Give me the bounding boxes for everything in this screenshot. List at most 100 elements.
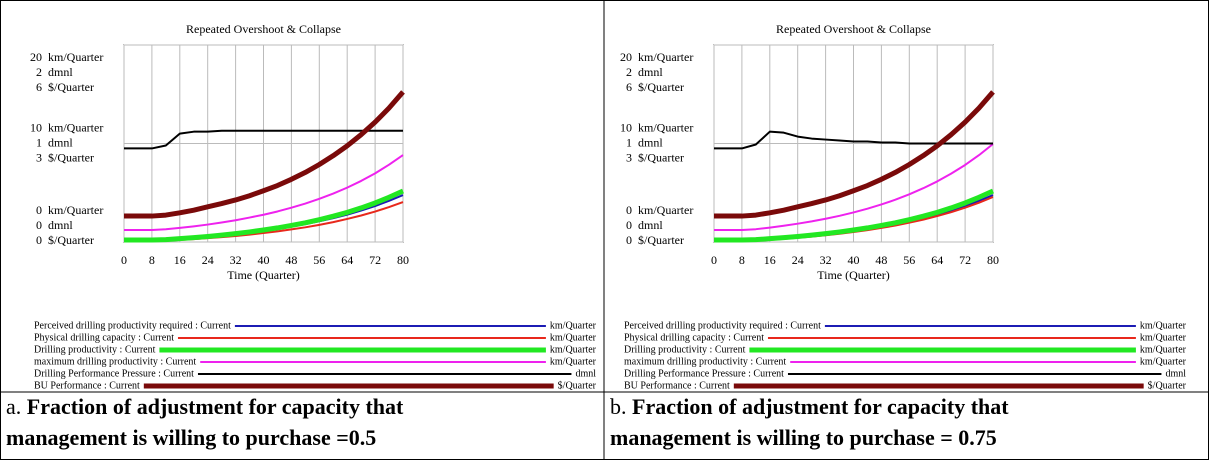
x-tick-label: 72: [959, 253, 971, 267]
y-tick-unit: dmnl: [638, 65, 663, 79]
y-tick-unit: km/Quarter: [638, 203, 693, 217]
y-tick-label: 1: [626, 135, 632, 149]
y-tick-label: 0: [626, 203, 632, 217]
legend-label: maximum drilling productivity : Current: [34, 356, 196, 367]
series-line: [124, 188, 405, 243]
legend-label: Drilling productivity : Current: [34, 344, 156, 355]
legend-unit: km/Quarter: [1140, 344, 1187, 355]
y-tick-unit: dmnl: [48, 135, 73, 149]
caption: a. Fraction of adjustment for capacity t…: [6, 394, 404, 419]
y-tick-unit: dmnl: [638, 218, 663, 232]
x-tick-label: 24: [792, 253, 804, 267]
y-tick-unit: km/Quarter: [48, 203, 103, 217]
y-tick-label: 0: [36, 233, 42, 247]
x-tick-label: 16: [174, 253, 186, 267]
caption-text: Fraction of adjustment for capacity that: [632, 394, 1009, 419]
legend-label: Perceived drilling productivity required…: [624, 320, 821, 331]
series-line: [124, 129, 403, 150]
y-tick-unit: km/Quarter: [638, 50, 693, 64]
legend-label: maximum drilling productivity : Current: [624, 356, 786, 367]
legend-unit: km/Quarter: [550, 320, 597, 331]
x-tick-label: 80: [987, 253, 999, 267]
x-tick-label: 40: [848, 253, 860, 267]
x-tick-label: 24: [202, 253, 214, 267]
x-tick-label: 32: [230, 253, 242, 267]
series-line: [124, 154, 404, 231]
y-tick-label: 2: [626, 65, 632, 79]
caption-label: a.: [6, 394, 21, 419]
y-tick-label: 1: [36, 135, 42, 149]
legend-unit: km/Quarter: [550, 332, 597, 343]
x-tick-label: 32: [820, 253, 832, 267]
y-tick-unit: $/Quarter: [638, 150, 684, 164]
legend-unit: dmnl: [575, 368, 596, 379]
x-tick-label: 80: [397, 253, 409, 267]
legend-label: BU Performance : Current: [34, 380, 140, 391]
caption-text: management is willing to purchase = 0.75: [610, 425, 997, 450]
series-line: [124, 90, 405, 219]
x-tick-label: 8: [739, 253, 745, 267]
y-tick-label: 0: [626, 218, 632, 232]
series-line: [714, 130, 993, 150]
caption-label: b.: [610, 394, 627, 419]
caption-text: Fraction of adjustment for capacity that: [27, 394, 404, 419]
x-axis-label: Time (Quarter): [817, 268, 890, 282]
x-tick-label: 72: [369, 253, 381, 267]
legend-label: Physical drilling capacity : Current: [624, 332, 764, 343]
legend-unit: km/Quarter: [1140, 320, 1187, 331]
x-tick-label: 56: [313, 253, 325, 267]
legend-unit: km/Quarter: [550, 356, 597, 367]
legend-label: Drilling productivity : Current: [624, 344, 746, 355]
x-tick-label: 16: [764, 253, 776, 267]
y-tick-unit: km/Quarter: [48, 120, 103, 134]
y-tick-unit: $/Quarter: [638, 80, 684, 94]
legend-label: Drilling Performance Pressure : Current: [624, 368, 784, 379]
y-tick-label: 3: [36, 150, 42, 164]
caption-text: management is willing to purchase =0.5: [6, 425, 376, 450]
x-tick-label: 48: [875, 253, 887, 267]
x-tick-label: 64: [931, 253, 943, 267]
y-tick-label: 10: [620, 120, 632, 134]
x-tick-label: 64: [341, 253, 353, 267]
caption: b. Fraction of adjustment for capacity t…: [610, 394, 1009, 419]
y-tick-unit: dmnl: [48, 218, 73, 232]
y-tick-label: 20: [620, 50, 632, 64]
chart-title: Repeated Overshoot & Collapse: [776, 22, 931, 36]
legend-label: BU Performance : Current: [624, 380, 730, 391]
legend-unit: $/Quarter: [1148, 380, 1187, 391]
legend-label: Drilling Performance Pressure : Current: [34, 368, 194, 379]
x-tick-label: 0: [121, 253, 127, 267]
legend-unit: dmnl: [1165, 368, 1186, 379]
y-tick-label: 0: [36, 218, 42, 232]
y-tick-label: 6: [626, 80, 632, 94]
series-line: [714, 188, 995, 243]
y-tick-unit: dmnl: [48, 65, 73, 79]
legend-unit: km/Quarter: [1140, 332, 1187, 343]
y-tick-unit: km/Quarter: [638, 120, 693, 134]
y-tick-unit: $/Quarter: [48, 80, 94, 94]
legend-label: Physical drilling capacity : Current: [34, 332, 174, 343]
y-tick-unit: $/Quarter: [638, 233, 684, 247]
chart-title: Repeated Overshoot & Collapse: [186, 22, 341, 36]
y-tick-label: 3: [626, 150, 632, 164]
x-tick-label: 40: [258, 253, 270, 267]
y-tick-unit: dmnl: [638, 135, 663, 149]
legend-label: Perceived drilling productivity required…: [34, 320, 231, 331]
y-tick-label: 6: [36, 80, 42, 94]
x-axis-label: Time (Quarter): [227, 268, 300, 282]
x-tick-label: 48: [285, 253, 297, 267]
y-tick-label: 20: [30, 50, 42, 64]
y-tick-unit: $/Quarter: [48, 150, 94, 164]
y-tick-unit: $/Quarter: [48, 233, 94, 247]
y-tick-unit: km/Quarter: [48, 50, 103, 64]
y-tick-label: 0: [626, 233, 632, 247]
legend-unit: $/Quarter: [558, 380, 597, 391]
legend-unit: km/Quarter: [550, 344, 597, 355]
series-line: [714, 143, 994, 231]
series-line: [714, 90, 995, 219]
x-tick-label: 8: [149, 253, 155, 267]
y-tick-label: 2: [36, 65, 42, 79]
y-tick-label: 0: [36, 203, 42, 217]
